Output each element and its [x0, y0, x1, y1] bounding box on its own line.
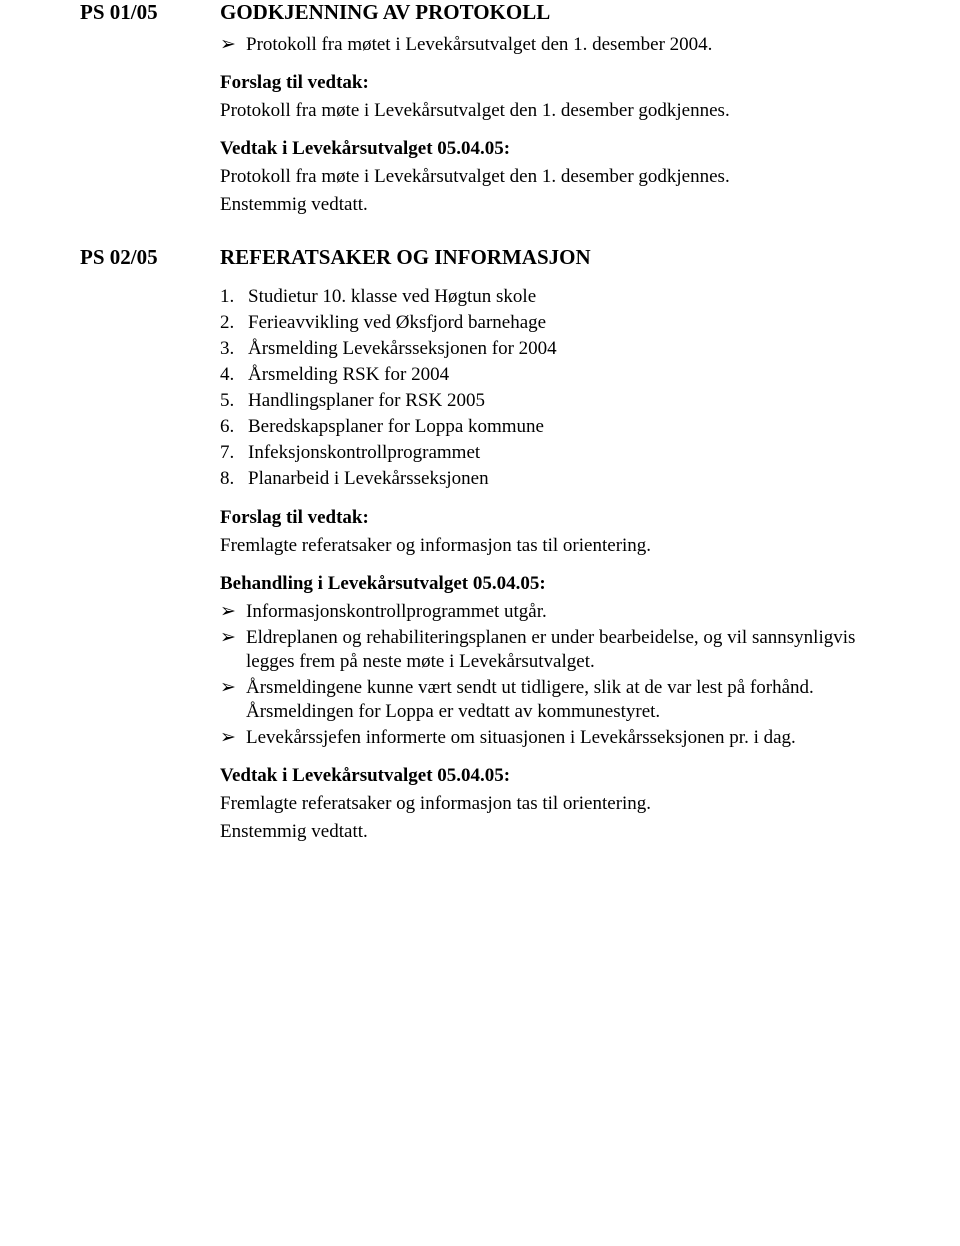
bullet-item: ➢ Protokoll fra møtet i Levekårsutvalget…: [220, 33, 880, 57]
case-id: PS 01/05: [80, 0, 220, 25]
vedtak-label: Vedtak i Levekårsutvalget 05.04.05:: [220, 764, 880, 788]
forslag-text: Fremlagte referatsaker og informasjon ta…: [220, 534, 880, 558]
bullet-item: ➢ Årsmeldingene kunne vært sendt ut tidl…: [220, 676, 880, 724]
list-item: 3.Årsmelding Levekårsseksjonen for 2004: [220, 336, 880, 362]
list-text: Beredskapsplaner for Loppa kommune: [248, 414, 544, 440]
section-02-05: PS 02/05 REFERATSAKER OG INFORMASJON 1.S…: [80, 245, 880, 844]
bullet-text: Informasjonskontrollprogrammet utgår.: [246, 600, 547, 624]
list-text: Årsmelding Levekårsseksjonen for 2004: [248, 336, 557, 362]
list-item: 1.Studietur 10. klasse ved Høgtun skole: [220, 284, 880, 310]
list-number: 3.: [220, 336, 248, 362]
forslag-block: Forslag til vedtak: Fremlagte referatsak…: [220, 506, 880, 558]
list-number: 1.: [220, 284, 248, 310]
list-number: 6.: [220, 414, 248, 440]
vedtak-text-2: Enstemmig vedtatt.: [220, 193, 880, 217]
bullet-item: ➢ Levekårssjefen informerte om situasjon…: [220, 726, 880, 750]
bullet-text: Levekårssjefen informerte om situasjonen…: [246, 726, 796, 750]
vedtak-block: Vedtak i Levekårsutvalget 05.04.05: Frem…: [220, 764, 880, 844]
list-item: 8.Planarbeid i Levekårsseksjonen: [220, 466, 880, 492]
bullet-item: ➢ Informasjonskontrollprogrammet utgår.: [220, 600, 880, 624]
list-text: Handlingsplaner for RSK 2005: [248, 388, 485, 414]
forslag-text: Protokoll fra møte i Levekårsutvalget de…: [220, 99, 880, 123]
list-number: 2.: [220, 310, 248, 336]
list-text: Årsmelding RSK for 2004: [248, 362, 449, 388]
list-text: Planarbeid i Levekårsseksjonen: [248, 466, 489, 492]
forslag-label: Forslag til vedtak:: [220, 71, 880, 95]
section2-body: 1.Studietur 10. klasse ved Høgtun skole …: [220, 284, 880, 844]
list-number: 7.: [220, 440, 248, 466]
bullet-text: Protokoll fra møtet i Levekårsutvalget d…: [246, 33, 712, 57]
case-title: GODKJENNING AV PROTOKOLL: [220, 0, 550, 25]
list-number: 5.: [220, 388, 248, 414]
vedtak-text-2: Enstemmig vedtatt.: [220, 820, 880, 844]
arrow-icon: ➢: [220, 676, 246, 700]
page: PS 01/05 GODKJENNING AV PROTOKOLL ➢ Prot…: [0, 0, 960, 912]
vedtak-label: Vedtak i Levekårsutvalget 05.04.05:: [220, 137, 880, 161]
vedtak-text-1: Protokoll fra møte i Levekårsutvalget de…: [220, 165, 880, 189]
arrow-icon: ➢: [220, 626, 246, 650]
forslag-label: Forslag til vedtak:: [220, 506, 880, 530]
arrow-icon: ➢: [220, 600, 246, 624]
list-item: 5.Handlingsplaner for RSK 2005: [220, 388, 880, 414]
arrow-icon: ➢: [220, 33, 246, 57]
list-item: 2.Ferieavvikling ved Øksfjord barnehage: [220, 310, 880, 336]
vedtak-block: Vedtak i Levekårsutvalget 05.04.05: Prot…: [220, 137, 880, 217]
section-header-row: PS 01/05 GODKJENNING AV PROTOKOLL: [80, 0, 880, 25]
list-item: 7.Infeksjonskontrollprogrammet: [220, 440, 880, 466]
vedtak-text-1: Fremlagte referatsaker og informasjon ta…: [220, 792, 880, 816]
list-text: Ferieavvikling ved Øksfjord barnehage: [248, 310, 546, 336]
case-title: REFERATSAKER OG INFORMASJON: [220, 245, 591, 270]
bullet-text: Årsmeldingene kunne vært sendt ut tidlig…: [246, 676, 880, 724]
case-id: PS 02/05: [80, 245, 220, 270]
list-text: Studietur 10. klasse ved Høgtun skole: [248, 284, 536, 310]
section1-body: ➢ Protokoll fra møtet i Levekårsutvalget…: [220, 33, 880, 217]
list-number: 8.: [220, 466, 248, 492]
list-number: 4.: [220, 362, 248, 388]
arrow-icon: ➢: [220, 726, 246, 750]
numbered-list: 1.Studietur 10. klasse ved Høgtun skole …: [220, 284, 880, 492]
behandling-block: Behandling i Levekårsutvalget 05.04.05: …: [220, 572, 880, 750]
section-header-row: PS 02/05 REFERATSAKER OG INFORMASJON: [80, 245, 880, 270]
behandling-label: Behandling i Levekårsutvalget 05.04.05:: [220, 572, 880, 596]
list-item: 4.Årsmelding RSK for 2004: [220, 362, 880, 388]
forslag-block: Forslag til vedtak: Protokoll fra møte i…: [220, 71, 880, 123]
section-01-05: PS 01/05 GODKJENNING AV PROTOKOLL ➢ Prot…: [80, 0, 880, 217]
bullet-item: ➢ Eldreplanen og rehabiliteringsplanen e…: [220, 626, 880, 674]
bullet-text: Eldreplanen og rehabiliteringsplanen er …: [246, 626, 880, 674]
list-item: 6.Beredskapsplaner for Loppa kommune: [220, 414, 880, 440]
list-text: Infeksjonskontrollprogrammet: [248, 440, 480, 466]
